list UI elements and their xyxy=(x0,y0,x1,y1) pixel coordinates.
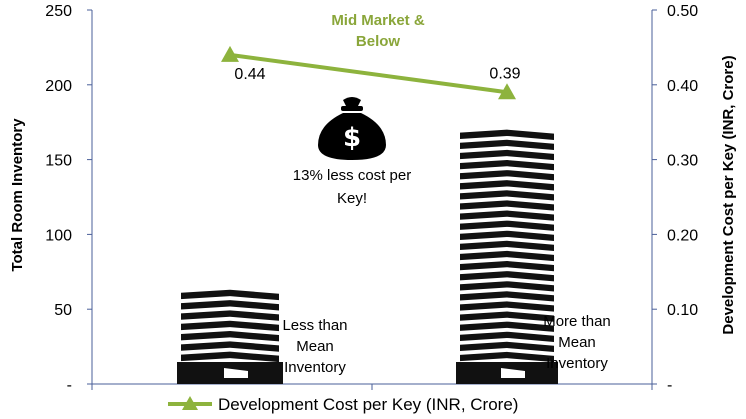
building-floor xyxy=(460,139,554,151)
callout-line-2: Key! xyxy=(337,190,367,207)
building-floor xyxy=(460,281,554,292)
building-floor xyxy=(181,341,279,352)
building-0 xyxy=(177,289,283,384)
category-label-1-line-2: Inventory xyxy=(546,355,608,372)
category-label-0-line-1: Mean xyxy=(296,338,334,355)
cost-point-marker-0 xyxy=(221,45,239,62)
right-tick-label-4: 0.40 xyxy=(667,78,698,95)
building-floor xyxy=(181,331,279,342)
building-floor xyxy=(460,230,554,241)
building-floor xyxy=(460,170,554,181)
category-label-1-line-0: More than xyxy=(543,313,611,330)
category-label-0-line-2: Inventory xyxy=(284,359,346,376)
cost-data-label-0: 0.44 xyxy=(234,66,265,83)
building-floor xyxy=(181,310,279,321)
left-tick-label-1: 50 xyxy=(54,302,72,319)
category-label-1-line-1: Mean xyxy=(558,334,596,351)
building-floor xyxy=(460,200,554,211)
cost-line-series: 0.44 0.39 xyxy=(221,45,521,100)
building-floor xyxy=(460,341,554,353)
legend: Development Cost per Key (INR, Crore) xyxy=(168,395,518,414)
building-floor xyxy=(460,129,554,140)
left-tick-label-2: 100 xyxy=(45,227,72,244)
right-tick-label-1: 0.10 xyxy=(667,302,698,319)
building-floor xyxy=(460,301,554,312)
cost-data-label-1: 0.39 xyxy=(489,65,520,82)
building-floor xyxy=(460,331,554,342)
building-floor xyxy=(460,190,554,201)
building-door xyxy=(501,368,525,378)
building-floor xyxy=(181,300,279,311)
building-floor xyxy=(181,351,279,363)
left-axis-title: Total Room Inventory xyxy=(9,118,26,272)
callout-line-1: 13% less cost per xyxy=(293,167,411,184)
building-1 xyxy=(456,129,558,384)
building-floor xyxy=(460,271,554,282)
right-tick-label-3: 0.30 xyxy=(667,153,698,170)
building-floor xyxy=(460,180,554,191)
cost-line xyxy=(229,52,508,95)
segment-label-line-1: Mid Market & xyxy=(331,12,425,29)
buildings xyxy=(177,129,558,384)
right-tick-label-2: 0.20 xyxy=(667,227,698,244)
building-floor xyxy=(460,159,554,171)
category-labels: Less than Mean Inventory More than Mean Inven… xyxy=(282,313,610,376)
building-floor xyxy=(460,291,554,302)
svg-text:$: $ xyxy=(343,123,361,153)
building-floor xyxy=(181,289,279,301)
left-axis-ticks: - 50 100 150 200 250 xyxy=(45,3,92,394)
axes xyxy=(91,10,653,390)
building-door xyxy=(224,368,248,378)
right-tick-label-5: 0.50 xyxy=(667,3,698,20)
category-label-0-line-0: Less than xyxy=(282,317,347,334)
building-floor xyxy=(460,240,554,252)
building-floor xyxy=(460,311,554,322)
building-floor xyxy=(460,149,554,161)
left-tick-label-0: - xyxy=(67,377,72,394)
building-floor xyxy=(460,351,554,363)
right-tick-label-0: - xyxy=(667,377,672,394)
left-tick-label-5: 250 xyxy=(45,3,72,20)
building-floor xyxy=(460,210,554,221)
building-floor xyxy=(460,220,554,231)
building-floor xyxy=(460,250,554,262)
building-floor xyxy=(460,321,554,332)
left-tick-label-3: 150 xyxy=(45,153,72,170)
building-floor xyxy=(181,320,279,332)
cost-point-marker-1 xyxy=(498,83,516,100)
left-tick-label-4: 200 xyxy=(45,78,72,95)
legend-triangle-marker xyxy=(182,396,198,410)
segment-label-line-2: Below xyxy=(356,33,401,50)
legend-label: Development Cost per Key (INR, Crore) xyxy=(218,395,518,414)
building-floor xyxy=(460,260,554,272)
right-axis-ticks: - 0.10 0.20 0.30 0.40 0.50 xyxy=(652,3,698,394)
money-bag-icon: $ xyxy=(318,97,386,160)
right-axis-title: Development Cost per Key (INR, Crore) xyxy=(720,55,737,334)
